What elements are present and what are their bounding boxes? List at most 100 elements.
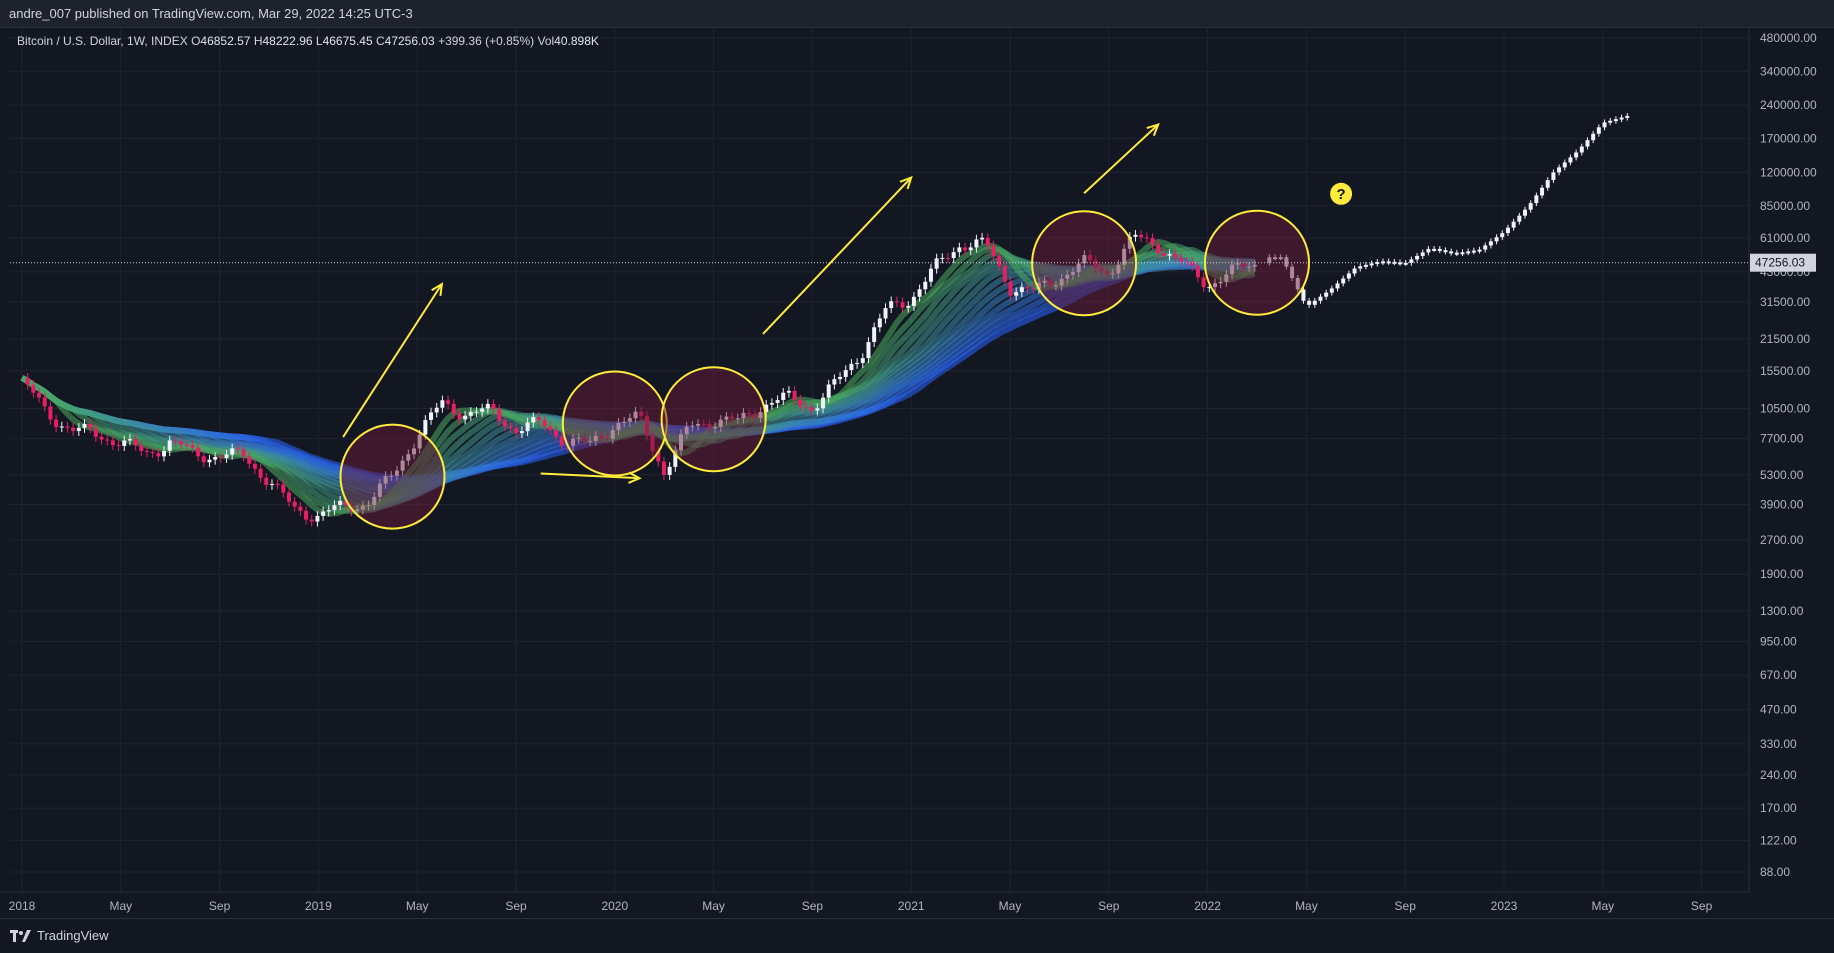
- projected-candle-body: [1568, 157, 1573, 163]
- price-tick-label: 122.00: [1760, 833, 1797, 847]
- projected-candle-body: [1608, 120, 1613, 123]
- candle-body: [536, 417, 541, 420]
- candle-body: [184, 444, 189, 446]
- candle-body: [832, 379, 837, 385]
- time-tick-label: Sep: [505, 899, 527, 913]
- time-tick-label: May: [999, 899, 1022, 913]
- candle-body: [1019, 287, 1024, 293]
- candle-body: [304, 510, 309, 520]
- candle-body: [457, 413, 462, 420]
- candle-body: [911, 296, 916, 306]
- brand[interactable]: TradingView: [10, 928, 109, 943]
- projected-candle-body: [1307, 300, 1312, 305]
- projected-candle-body: [1625, 115, 1630, 118]
- projected-candle-body: [1579, 146, 1584, 153]
- price-tick-label: 170000.00: [1760, 132, 1817, 146]
- projected-candle-body: [1369, 263, 1374, 266]
- candle-body: [531, 417, 536, 423]
- annotation-arrow-head: [431, 282, 444, 297]
- candle-body: [252, 463, 257, 469]
- candle-body: [48, 406, 53, 420]
- candle-body: [872, 327, 877, 342]
- projected-candle-body: [1528, 203, 1533, 210]
- projected-candle-body: [1403, 262, 1408, 265]
- annotation-arrow-head: [628, 471, 642, 484]
- candle-body: [980, 237, 985, 240]
- candle-body: [463, 415, 468, 420]
- annotation-arrow-head: [1146, 122, 1160, 137]
- candle-body: [786, 390, 791, 393]
- legend-change: +399.36 (+0.85%): [438, 34, 535, 48]
- candle-body: [667, 466, 672, 475]
- candle-body: [769, 403, 774, 405]
- candle-body: [122, 440, 127, 447]
- candle-body: [258, 468, 263, 478]
- candle-body: [781, 392, 786, 401]
- candle-body: [803, 406, 808, 408]
- price-tick-label: 85000.00: [1760, 199, 1810, 213]
- projected-candle-body: [1341, 278, 1346, 284]
- projected-candle-body: [1557, 167, 1562, 173]
- projected-candle-body: [1318, 296, 1323, 301]
- candle-body: [1025, 287, 1030, 289]
- candle-body: [542, 419, 547, 427]
- time-tick-label: May: [1591, 899, 1614, 913]
- candle-body: [65, 426, 70, 428]
- candle-body: [508, 426, 513, 429]
- candle-body: [946, 257, 951, 259]
- projected-candle-body: [1386, 261, 1391, 264]
- price-tick-label: 950.00: [1760, 634, 1797, 648]
- legend-close-label: C: [375, 34, 385, 48]
- candle-body: [985, 237, 990, 246]
- time-tick-label: 2019: [305, 899, 332, 913]
- candle-body: [860, 358, 865, 364]
- annotations: ?: [339, 122, 1353, 530]
- time-tick-label: 2023: [1491, 899, 1518, 913]
- candle-body: [156, 452, 161, 457]
- candle-body: [514, 428, 519, 434]
- candle-body: [343, 500, 348, 505]
- price-axis: 480000.00 340000.00 240000.00 170000.00 1200…: [1760, 31, 1817, 879]
- candle-body: [798, 399, 803, 407]
- candle-body: [71, 427, 76, 432]
- candle-body: [190, 444, 195, 448]
- candle-body: [105, 439, 110, 441]
- projected-candle-body: [1551, 172, 1556, 181]
- price-tick-label: 31500.00: [1760, 295, 1810, 309]
- projected-candle-body: [1477, 249, 1482, 252]
- candle-body: [940, 257, 945, 259]
- projected-candle-body: [1420, 252, 1425, 256]
- chart-area[interactable]: ? 480000.00 340000.00 240000.00 170000.00 120…: [0, 28, 1834, 918]
- candle-body: [321, 511, 326, 516]
- candle-body: [661, 461, 666, 475]
- time-tick-label: 2022: [1194, 899, 1221, 913]
- projected-candle-body: [1574, 152, 1579, 158]
- question-mark-icon: [1330, 182, 1353, 205]
- projected-candle-body: [1596, 127, 1601, 134]
- time-tick-label: 2018: [9, 899, 36, 913]
- candle-body: [230, 448, 235, 455]
- candle-body: [519, 431, 524, 434]
- candle-body: [440, 400, 445, 408]
- candle-body: [99, 436, 104, 440]
- candle-body: [196, 447, 201, 457]
- candle-body: [1207, 287, 1212, 289]
- price-tick-label: 88.00: [1760, 865, 1790, 879]
- legend-open: 46852.57: [200, 34, 251, 48]
- candle-body: [116, 445, 121, 447]
- candle-body: [934, 258, 939, 269]
- candle-body: [906, 305, 911, 308]
- candle-body: [480, 408, 485, 412]
- candle-body: [1195, 265, 1200, 278]
- projected-candle-body: [1591, 133, 1596, 141]
- price-tick-label: 480000.00: [1760, 31, 1817, 45]
- candle-body: [673, 450, 678, 467]
- candle-body: [1173, 253, 1178, 258]
- footer-bar: TradingView: [0, 918, 1834, 953]
- candle-body: [292, 501, 297, 507]
- candle-body: [144, 450, 149, 452]
- last-price-tag-text: 47256.03: [1755, 256, 1805, 270]
- price-chart[interactable]: ? 480000.00 340000.00 240000.00 170000.00 120…: [0, 28, 1834, 918]
- publisher-text: andre_007 published on TradingView.com, …: [9, 6, 413, 21]
- candle-body: [110, 440, 115, 446]
